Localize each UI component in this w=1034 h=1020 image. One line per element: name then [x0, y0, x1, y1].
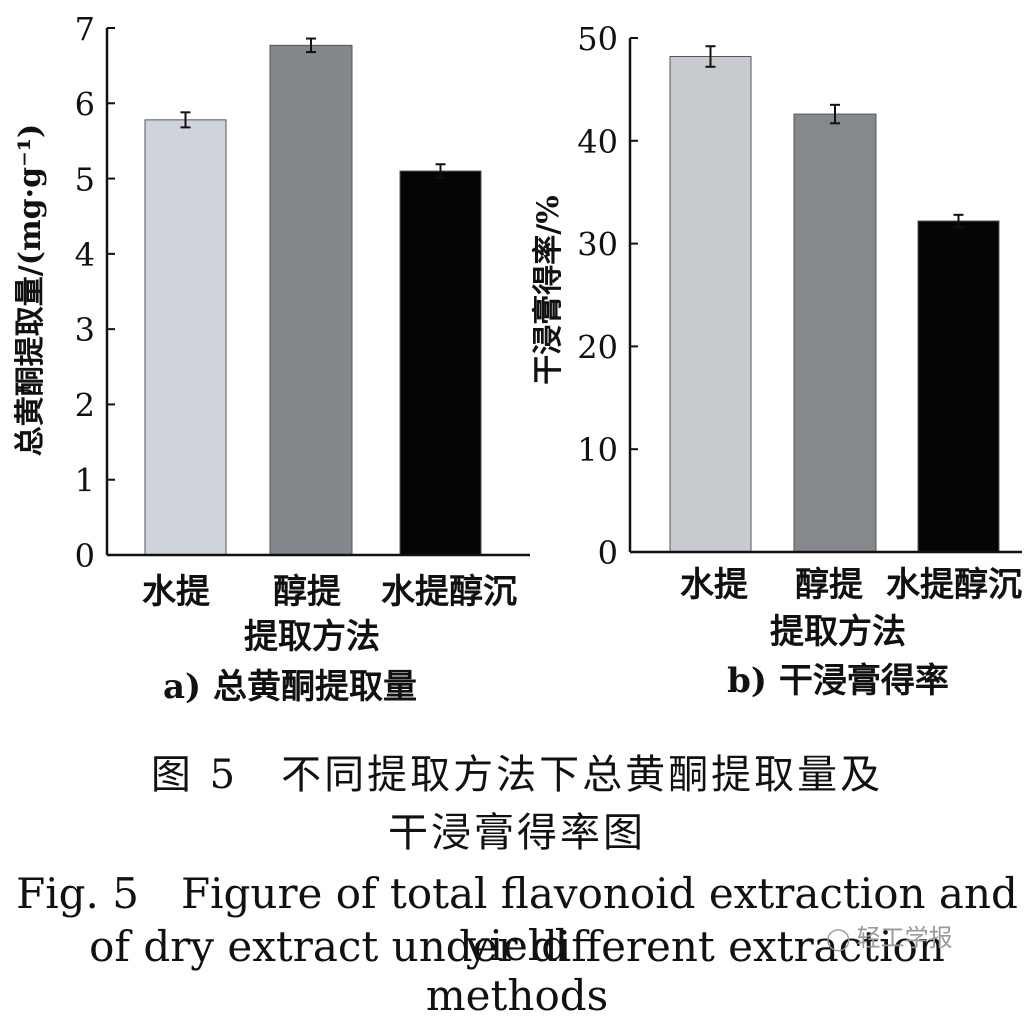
y-tick-label: 5 [75, 161, 95, 199]
y-tick-label: 4 [75, 236, 95, 274]
y-tick-label: 10 [577, 431, 618, 469]
y-tick-label: 0 [75, 537, 95, 575]
x-category-label: 水提 [680, 565, 748, 605]
y-axis-title: 总黄酮提取量/(mg·g⁻¹) [13, 124, 48, 456]
x-category-label: 醇提 [795, 565, 863, 605]
bar-1 [144, 119, 227, 556]
y-axis-title: 干浸膏得率/% [531, 195, 566, 384]
bar-3 [399, 170, 482, 556]
y-tick-label: 7 [75, 10, 95, 48]
watermark-text: 轻工学报 [856, 924, 953, 952]
caption-cn-line2: 干浸膏得率图 [388, 810, 646, 856]
panel-label: b) 干浸膏得率 [727, 661, 949, 701]
y-tick-label: 20 [577, 328, 618, 366]
x-axis-title: 提取方法 [770, 612, 906, 652]
y-tick-label: 0 [598, 534, 618, 572]
caption-en-line1: Fig. 5 Figure of total flavonoid extract… [16, 869, 1018, 970]
y-tick-label: 2 [75, 386, 95, 424]
watermark: ◯ 轻工学报 [826, 918, 953, 953]
bar-1 [669, 56, 752, 553]
y-tick-label: 40 [577, 123, 618, 161]
x-category-label: 水提 [142, 572, 210, 612]
y-tick-label: 1 [75, 462, 95, 500]
wechat-icon: ◯ [826, 927, 851, 952]
panel-label: a) 总黄酮提取量 [163, 667, 417, 707]
caption-cn-line1: 图 5 不同提取方法下总黄酮提取量及 [150, 752, 884, 798]
x-category-label: 水提醇沉 [886, 565, 1022, 605]
bar-2 [793, 113, 877, 553]
bar-2 [269, 44, 353, 556]
x-axis-title: 提取方法 [244, 617, 380, 657]
y-tick-label: 50 [577, 20, 618, 58]
x-category-label: 水提醇沉 [381, 572, 517, 612]
y-tick-label: 3 [75, 311, 95, 349]
bar-3 [917, 220, 1000, 553]
x-category-label: 醇提 [273, 572, 341, 612]
y-tick-label: 6 [75, 85, 95, 123]
y-tick-label: 30 [577, 226, 618, 264]
